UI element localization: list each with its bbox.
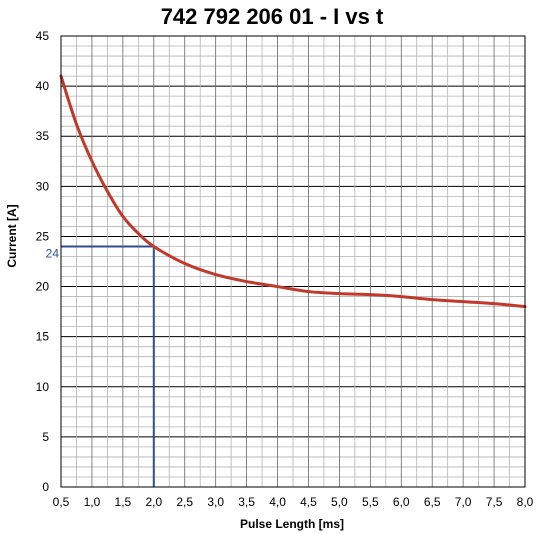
chart-title: 742 792 206 01 - I vs t [161, 4, 384, 29]
x-tick-label: 2,0 [145, 495, 162, 509]
grid [61, 36, 525, 487]
x-tick-label: 0,5 [53, 495, 70, 509]
annotation-label: 24 [46, 246, 60, 260]
x-tick-label: 5,0 [331, 495, 348, 509]
x-tick-label: 4,0 [269, 495, 286, 509]
x-tick-label: 1,0 [84, 495, 101, 509]
y-tick-label: 5 [42, 430, 49, 444]
series-group [59, 74, 527, 309]
annotation: 24 [46, 245, 155, 487]
x-tick-labels: 0,5 1,0 1,5 2,0 2,5 3,0 3,5 4,0 4,5 5,0 5,5 6,0 6,5 7… [53, 495, 534, 509]
x-tick-label: 5,5 [362, 495, 379, 509]
plot-frame [60, 35, 526, 488]
x-tick-label: 3,5 [238, 495, 255, 509]
x-axis-label: Pulse Length [ms] [240, 517, 344, 531]
y-tick-label: 20 [36, 280, 50, 294]
y-tick-labels: 0 5 10 15 20 25 30 35 40 45 [36, 29, 50, 494]
x-tick-label: 6,5 [424, 495, 441, 509]
y-tick-label: 35 [36, 129, 50, 143]
x-tick-label: 7,0 [455, 495, 472, 509]
y-tick-label: 15 [36, 330, 50, 344]
y-tick-label: 40 [36, 79, 50, 93]
x-tick-label: 8,0 [517, 495, 534, 509]
x-tick-label: 1,5 [115, 495, 132, 509]
x-tick-label: 3,0 [207, 495, 224, 509]
y-tick-label: 30 [36, 179, 50, 193]
y-tick-label: 45 [36, 29, 50, 43]
y-tick-label: 0 [42, 480, 49, 494]
x-tick-label: 6,0 [393, 495, 410, 509]
series-line [59, 74, 527, 309]
y-axis-label: Current [A] [5, 204, 19, 267]
x-tick-label: 2,5 [176, 495, 193, 509]
x-tick-label: 4,5 [300, 495, 317, 509]
y-tick-label: 25 [36, 229, 50, 243]
y-tick-label: 10 [36, 380, 50, 394]
x-tick-label: 7,5 [486, 495, 503, 509]
